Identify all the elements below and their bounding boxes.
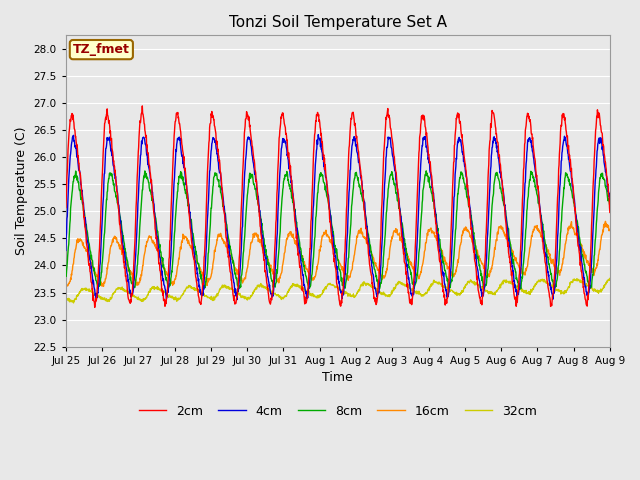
- 2cm: [138, 103, 146, 109]
- 2cm: [171, 128, 179, 134]
- 32cm: [534, 279, 542, 285]
- Text: TZ_fmet: TZ_fmet: [73, 43, 130, 56]
- 32cm: [220, 284, 227, 289]
- 16cm: [269, 269, 276, 275]
- 32cm: [474, 282, 482, 288]
- 2cm: [534, 192, 542, 198]
- 32cm: [170, 297, 178, 302]
- 8cm: [62, 273, 70, 279]
- Line: 2cm: 2cm: [66, 106, 610, 307]
- 2cm: [220, 207, 227, 213]
- 2cm: [474, 287, 482, 293]
- 4cm: [170, 185, 178, 191]
- 16cm: [534, 228, 542, 233]
- 16cm: [606, 228, 614, 233]
- 8cm: [159, 262, 167, 267]
- 8cm: [474, 256, 482, 262]
- 2cm: [62, 204, 70, 210]
- 2cm: [161, 298, 168, 304]
- 8cm: [534, 201, 542, 206]
- 4cm: [62, 248, 70, 253]
- 32cm: [269, 289, 276, 295]
- 16cm: [170, 281, 178, 287]
- 8cm: [376, 286, 383, 292]
- 32cm: [160, 288, 168, 294]
- 32cm: [606, 276, 614, 281]
- Line: 16cm: 16cm: [66, 221, 610, 287]
- 4cm: [269, 293, 276, 299]
- Y-axis label: Soil Temperature (C): Soil Temperature (C): [15, 127, 28, 255]
- 8cm: [422, 168, 430, 174]
- 16cm: [62, 284, 70, 290]
- 16cm: [160, 266, 168, 272]
- 16cm: [602, 218, 609, 224]
- 2cm: [91, 304, 99, 310]
- 32cm: [62, 297, 70, 302]
- 4cm: [159, 277, 167, 283]
- Line: 8cm: 8cm: [66, 171, 610, 289]
- 4cm: [534, 189, 542, 194]
- 4cm: [233, 297, 241, 302]
- 4cm: [606, 200, 614, 206]
- 2cm: [606, 210, 614, 216]
- 4cm: [474, 270, 482, 276]
- 4cm: [219, 193, 227, 199]
- X-axis label: Time: Time: [323, 372, 353, 384]
- 8cm: [268, 279, 276, 285]
- Legend: 2cm, 4cm, 8cm, 16cm, 32cm: 2cm, 4cm, 8cm, 16cm, 32cm: [134, 400, 542, 423]
- 16cm: [474, 252, 482, 257]
- 2cm: [269, 289, 276, 295]
- 16cm: [220, 238, 227, 244]
- Line: 32cm: 32cm: [66, 278, 610, 303]
- 4cm: [314, 132, 322, 137]
- 8cm: [606, 203, 614, 208]
- 32cm: [70, 300, 77, 306]
- 8cm: [170, 245, 178, 251]
- Line: 4cm: 4cm: [66, 134, 610, 300]
- Title: Tonzi Soil Temperature Set A: Tonzi Soil Temperature Set A: [229, 15, 447, 30]
- 8cm: [219, 204, 227, 209]
- 16cm: [62, 283, 70, 288]
